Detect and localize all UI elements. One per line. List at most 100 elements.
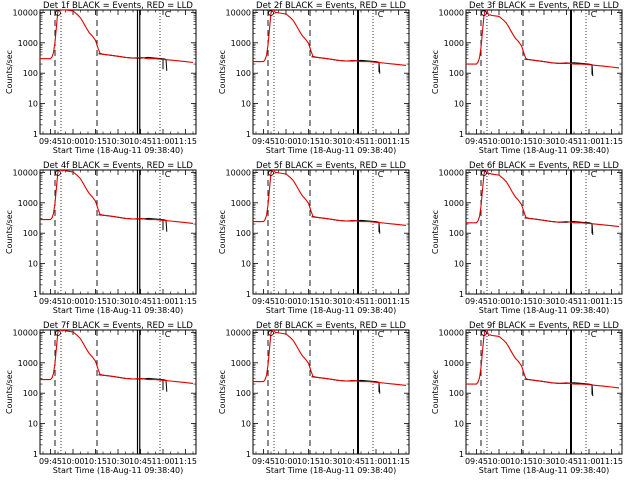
y-tick-label: 10	[28, 420, 38, 429]
lld-series-line	[253, 170, 407, 226]
lld-series-line	[253, 330, 407, 386]
x-tick-label: 09:45	[252, 297, 275, 306]
top-loop-marker	[268, 170, 274, 176]
x-tick-label: 10:45	[342, 457, 365, 466]
y-tick-label: 10	[28, 260, 38, 269]
x-tick-label: 10:15	[84, 137, 107, 146]
panel-det-2: Det 2f BLACK = Events, RED = LLD 1 10 100 10…	[218, 1, 410, 155]
x-tick-label: 10:15	[510, 297, 533, 306]
y-tick-label: 1000	[231, 359, 251, 368]
y-tick-label: 1	[33, 450, 38, 459]
y-tick-label: 10000	[13, 328, 38, 337]
c-marker-label: C	[591, 330, 597, 339]
x-tick-label: 11:00	[151, 137, 174, 146]
lld-series-line	[253, 10, 407, 66]
x-tick-label: 11:15	[174, 457, 197, 466]
y-tick-label: 10000	[439, 168, 464, 177]
x-tick-label: 10:45	[555, 137, 578, 146]
panel-title: Det 5f BLACK = Events, RED = LLD	[256, 161, 406, 171]
top-loop-marker	[268, 330, 274, 336]
x-tick-label: 11:15	[600, 297, 623, 306]
plot-frame	[465, 9, 623, 135]
x-tick-label: 11:00	[577, 297, 600, 306]
x-tick-label: 09:45	[465, 457, 488, 466]
panel-det-9: Det 9f BLACK = Events, RED = LLD 1 10 100 10…	[431, 321, 623, 475]
x-tick-label: 10:00	[274, 297, 297, 306]
x-tick-label: 10:15	[84, 457, 107, 466]
x-tick-label: 10:30	[319, 297, 342, 306]
y-axis-label: Counts/sec	[5, 370, 14, 414]
c-marker-label: C	[165, 170, 171, 179]
panel-title: Det 4f BLACK = Events, RED = LLD	[43, 161, 193, 171]
x-tick-label: 10:00	[274, 457, 297, 466]
x-tick-label: 09:45	[39, 137, 62, 146]
y-tick-label: 10	[241, 420, 251, 429]
plot-frame	[39, 9, 197, 135]
y-tick-label: 100	[236, 389, 251, 398]
x-tick-label: 10:15	[84, 297, 107, 306]
x-tick-label: 11:00	[151, 457, 174, 466]
y-tick-label: 10000	[226, 328, 251, 337]
y-axis-label: Counts/sec	[431, 210, 440, 254]
x-tick-label: 10:15	[510, 457, 533, 466]
top-loop-marker	[268, 10, 274, 16]
x-tick-label: 11:15	[387, 297, 410, 306]
panel-title: Det 8f BLACK = Events, RED = LLD	[256, 321, 406, 331]
y-tick-label: 10000	[439, 8, 464, 17]
x-tick-label: 10:00	[487, 137, 510, 146]
x-tick-label: 11:15	[600, 457, 623, 466]
plot-frame	[252, 169, 410, 295]
x-tick-label: 10:30	[106, 137, 129, 146]
panel-title: Det 7f BLACK = Events, RED = LLD	[43, 321, 193, 331]
lld-series-line	[466, 10, 620, 69]
events-series-line	[311, 376, 381, 394]
y-tick-label: 100	[23, 389, 38, 398]
x-tick-label: 10:15	[510, 137, 533, 146]
events-series-line	[98, 214, 168, 232]
x-axis-label: Start Time (18-Aug-11 09:38:40)	[266, 146, 397, 155]
events-series-line	[311, 56, 381, 74]
y-tick-label: 10	[241, 260, 251, 269]
events-series-line	[524, 58, 594, 77]
x-tick-label: 10:30	[532, 457, 555, 466]
events-series-line	[524, 378, 594, 397]
x-tick-label: 10:45	[342, 297, 365, 306]
x-tick-label: 11:00	[364, 457, 387, 466]
x-tick-label: 10:00	[61, 137, 84, 146]
y-tick-label: 10	[454, 100, 464, 109]
panel-title: Det 2f BLACK = Events, RED = LLD	[256, 1, 406, 11]
y-tick-label: 1	[246, 290, 251, 299]
x-tick-label: 11:00	[364, 297, 387, 306]
y-tick-label: 10000	[439, 328, 464, 337]
y-tick-label: 10	[454, 260, 464, 269]
y-tick-label: 100	[236, 229, 251, 238]
y-tick-label: 100	[23, 69, 38, 78]
panel-det-5: Det 5f BLACK = Events, RED = LLD 1 10 100 10…	[218, 161, 410, 315]
events-series-line	[98, 374, 168, 392]
x-tick-label: 11:00	[577, 457, 600, 466]
x-tick-label: 11:15	[600, 137, 623, 146]
y-axis-label: Counts/sec	[431, 50, 440, 94]
events-series-line	[98, 53, 168, 71]
y-tick-label: 10	[28, 100, 38, 109]
x-tick-label: 10:30	[319, 457, 342, 466]
y-tick-label: 1000	[231, 199, 251, 208]
c-marker-label: C	[591, 170, 597, 179]
x-tick-label: 10:30	[532, 297, 555, 306]
c-marker-label: C	[378, 10, 384, 19]
y-tick-label: 1000	[18, 199, 38, 208]
y-axis-label: Counts/sec	[218, 50, 227, 94]
y-tick-label: 10	[241, 100, 251, 109]
plot-frame	[39, 329, 197, 455]
c-marker-label: C	[165, 330, 171, 339]
x-tick-label: 10:45	[555, 297, 578, 306]
c-marker-label: C	[378, 330, 384, 339]
c-marker-label: C	[591, 10, 597, 19]
c-marker-label: C	[165, 10, 171, 19]
y-tick-label: 1000	[231, 39, 251, 48]
panel-det-8: Det 8f BLACK = Events, RED = LLD 1 10 100 10…	[218, 321, 410, 475]
x-axis-label: Start Time (18-Aug-11 09:38:40)	[479, 306, 610, 315]
panel-det-4: Det 4f BLACK = Events, RED = LLD 1 10 100 10…	[5, 161, 197, 315]
